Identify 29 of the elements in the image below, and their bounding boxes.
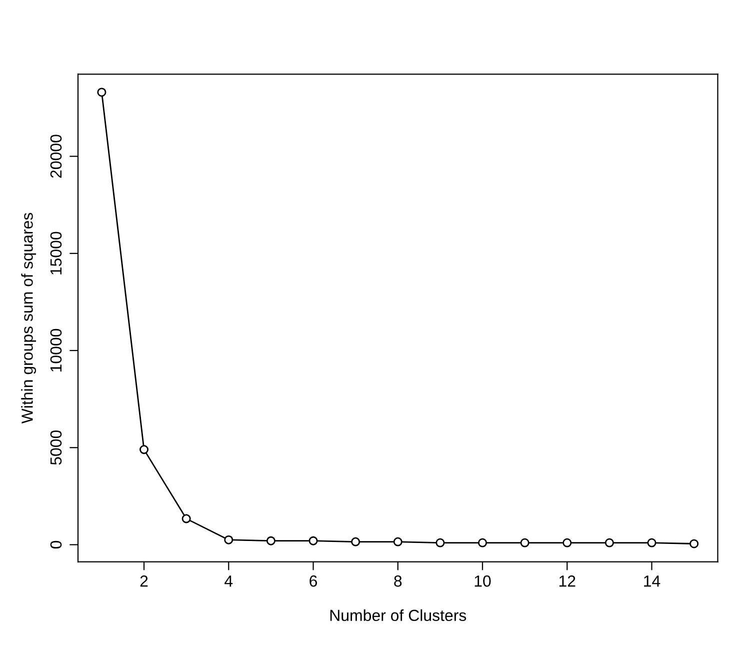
x-axis-title: Number of Clusters <box>330 609 466 622</box>
y-tick-label: 20000 <box>50 134 62 178</box>
y-axis-title: Within groups sum of squares <box>21 212 36 424</box>
x-tick-label: 10 <box>474 575 491 587</box>
point <box>266 536 276 546</box>
point <box>562 538 572 548</box>
x-tick-label: 2 <box>140 575 148 587</box>
point <box>647 538 656 548</box>
y-tick-label: 10000 <box>50 328 62 372</box>
x-tick-label: 8 <box>394 575 402 587</box>
point <box>351 537 360 546</box>
point <box>97 88 106 97</box>
x-tick-label: 6 <box>310 575 317 587</box>
y-tick-label: 5000 <box>50 430 62 465</box>
point <box>520 538 530 548</box>
point <box>308 536 318 546</box>
point <box>224 535 234 544</box>
y-tick-label: 0 <box>50 540 62 549</box>
point <box>436 538 445 548</box>
x-tick-label: 4 <box>224 576 233 587</box>
point <box>139 445 149 454</box>
x-tick-label: 12 <box>559 575 576 587</box>
point <box>393 537 402 546</box>
point <box>182 514 191 524</box>
point <box>690 539 699 548</box>
point <box>604 538 614 548</box>
y-tick-label: 15000 <box>50 232 62 274</box>
x-tick-label: 14 <box>644 576 660 587</box>
point <box>478 538 488 548</box>
